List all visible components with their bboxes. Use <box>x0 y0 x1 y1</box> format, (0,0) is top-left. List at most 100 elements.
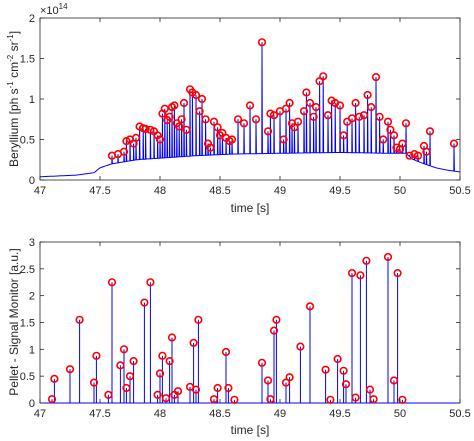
peak-marker <box>206 143 215 152</box>
peak-marker <box>290 123 299 132</box>
pellet-marker <box>194 315 203 324</box>
peak-marker <box>309 112 318 121</box>
y-label-part-5: -1 <box>6 34 15 42</box>
pellet-marker <box>362 256 371 265</box>
pellet-marker <box>389 376 399 385</box>
peak-marker <box>119 147 129 156</box>
peak-marker <box>355 112 364 121</box>
peak-marker <box>233 115 243 124</box>
peak-marker <box>311 102 321 112</box>
pellet-marker <box>285 373 294 382</box>
pellet-marker <box>167 333 177 342</box>
exponent-power: 14 <box>59 2 68 11</box>
pellet-marker <box>75 315 84 324</box>
peak-marker <box>379 135 388 144</box>
pellet-marker <box>161 394 171 403</box>
beryllium-signal-line <box>39 42 461 178</box>
pellet-marker <box>189 338 198 348</box>
peak-marker <box>389 131 399 140</box>
x-tick-label: 48.5 <box>209 185 230 197</box>
y-tick-label: 2 <box>29 291 35 303</box>
peak-marker <box>209 117 219 126</box>
peak-marker <box>383 117 393 126</box>
peak-marker <box>201 115 210 124</box>
pellet-marker <box>92 351 101 360</box>
y-exponent-label: ×1014 <box>40 2 68 17</box>
bottom-y-axis-label: Pellet - Signal Monitor [a.u.] <box>7 248 21 395</box>
peak-marker <box>413 151 423 160</box>
peak-marker <box>299 107 309 116</box>
pellet-marker <box>50 374 59 384</box>
top-x-axis-label: time [s] <box>231 201 270 215</box>
peak-marker <box>347 114 357 123</box>
bottom-y-ticks: 0 0.5 1 1.5 2 2.5 3 <box>20 237 460 410</box>
peak-marker <box>339 131 348 140</box>
peak-marker <box>213 123 222 132</box>
pellet-marker <box>369 395 378 404</box>
x-tick-label: 47.5 <box>89 408 110 420</box>
peak-marker <box>203 139 213 148</box>
y-label-part-1: -1 <box>6 81 15 89</box>
pellet-marker <box>107 278 117 287</box>
peak-marker <box>245 101 255 110</box>
pellet-marker <box>173 387 183 396</box>
peak-marker <box>386 125 395 134</box>
bottom-marks <box>40 252 460 404</box>
pellet-marker <box>269 326 279 335</box>
peak-marker <box>179 98 189 108</box>
peak-marker <box>279 135 288 144</box>
y-tick-label: 0 <box>29 175 35 187</box>
peak-marker <box>398 139 407 148</box>
pellet-marker <box>383 252 393 262</box>
x-tick-label: 49.5 <box>329 185 350 197</box>
y-label-part-3: -2 <box>6 54 15 62</box>
y-tick-label: 2 <box>29 13 35 25</box>
y-tick-label: 0.5 <box>20 135 35 147</box>
pellet-marker <box>224 383 233 393</box>
plot-area-bottom <box>39 241 461 404</box>
y-tick-label: 1.5 <box>20 318 35 330</box>
pellet-marker <box>321 365 330 374</box>
y-label-part-4: sr <box>7 41 21 54</box>
peak-marker <box>239 119 249 128</box>
peak-marker <box>319 72 328 81</box>
pellet-marker <box>146 278 155 287</box>
bottom-x-ticks: 47 47.5 48 48.5 49 49.5 50 50.5 <box>34 242 471 420</box>
y-label-part-0: Beryllium [ph s <box>7 88 21 167</box>
peak-marker <box>131 133 141 142</box>
peak-marker <box>363 90 372 100</box>
peak-marker <box>371 72 381 82</box>
y-tick-label: 2.5 <box>20 264 35 276</box>
pellet-marker <box>125 372 135 381</box>
peak-marker <box>227 135 237 144</box>
peak-marker <box>375 112 384 121</box>
pellet-marker <box>221 347 231 357</box>
peak-marker <box>251 115 261 124</box>
peak-marker <box>425 127 435 136</box>
y-tick-label: 0 <box>29 398 35 410</box>
peak-marker <box>257 38 267 47</box>
top-y-axis-label: Beryllium [ph s-1 cm-2 sr-1] <box>6 31 21 167</box>
pellet-marker <box>365 385 375 394</box>
x-tick-label: 48.5 <box>209 408 230 420</box>
peak-marker <box>449 139 459 148</box>
peak-marker <box>335 101 345 110</box>
x-tick-label: 48 <box>154 408 166 420</box>
x-tick-label: 49 <box>274 185 286 197</box>
peak-marker <box>170 101 179 110</box>
peak-marker <box>160 104 169 113</box>
top-marks <box>39 38 461 178</box>
peak-marker <box>281 104 291 113</box>
pellet-marker <box>347 269 357 278</box>
pellet-marker <box>209 395 219 404</box>
peak-marker <box>177 115 186 124</box>
pellet-panel: 47 47.5 48 48.5 49 49.5 50 50.5 0 0.5 1 1.5 2 2.5 3 t… <box>7 237 471 437</box>
pellet-marker <box>272 315 281 324</box>
peak-marker <box>422 147 431 156</box>
pellet-marker <box>155 369 165 378</box>
pellet-marker <box>393 269 402 278</box>
x-tick-label: 50.5 <box>449 185 470 197</box>
pellet-marker <box>281 378 291 387</box>
pellet-marker <box>129 357 138 366</box>
